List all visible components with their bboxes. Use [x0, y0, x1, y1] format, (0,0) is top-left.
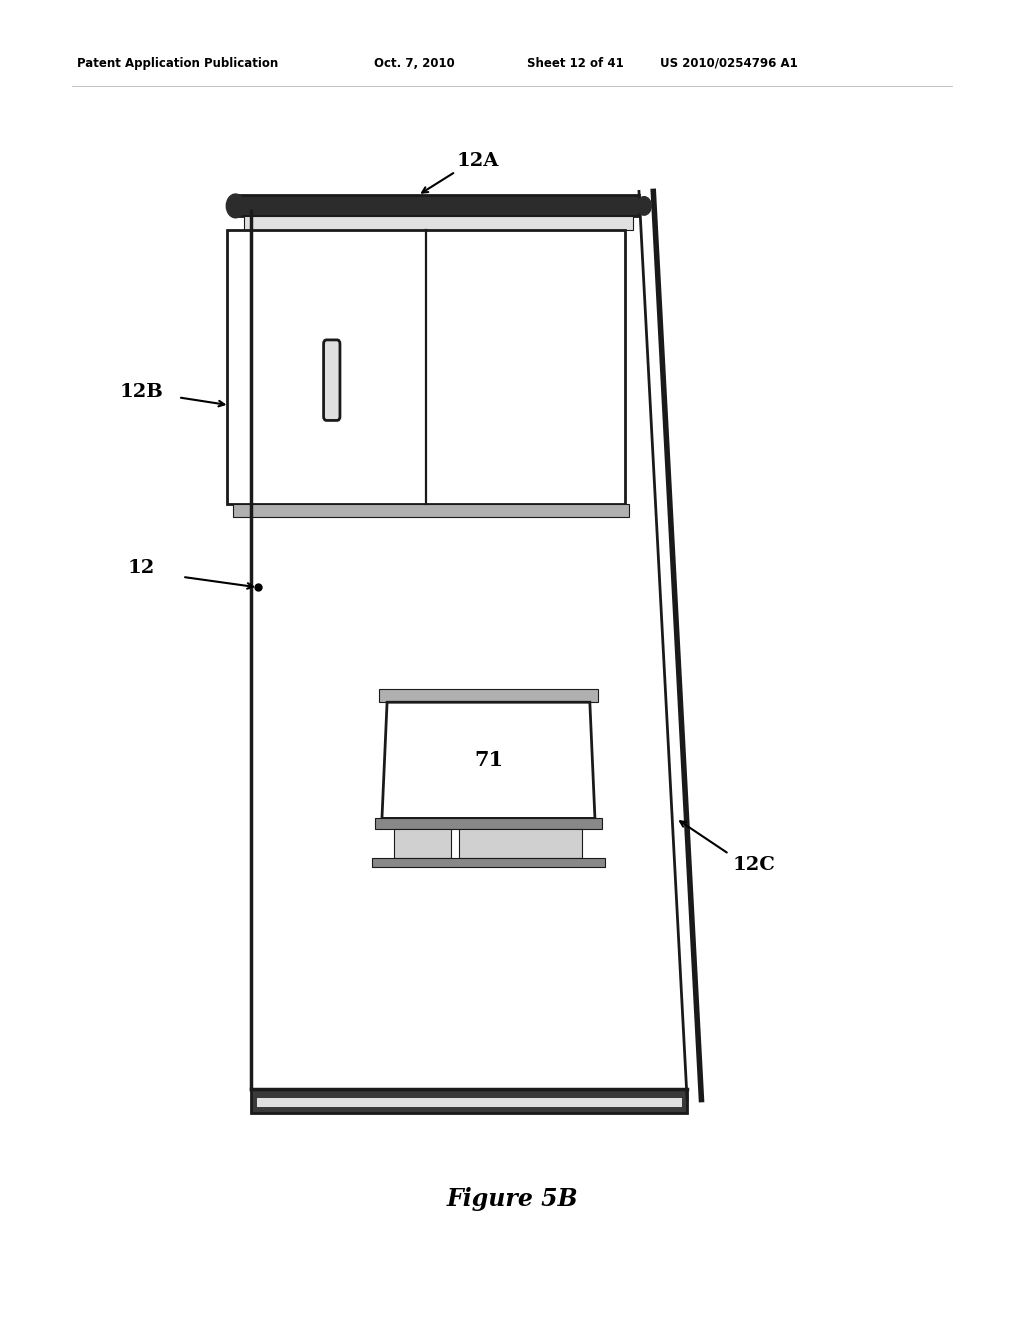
Text: Oct. 7, 2010: Oct. 7, 2010: [374, 57, 455, 70]
Bar: [256, 1097, 682, 1107]
Text: Patent Application Publication: Patent Application Publication: [77, 57, 279, 70]
Text: 71: 71: [474, 750, 503, 771]
Bar: [233, 504, 629, 517]
Circle shape: [637, 197, 651, 215]
Text: 12B: 12B: [120, 383, 163, 401]
Text: Sheet 12 of 41: Sheet 12 of 41: [527, 57, 624, 70]
Bar: [251, 1089, 687, 1113]
Circle shape: [226, 194, 245, 218]
Text: 12: 12: [128, 558, 155, 577]
Polygon shape: [382, 702, 595, 818]
Bar: [379, 689, 598, 702]
Bar: [375, 818, 602, 829]
Bar: [238, 195, 639, 216]
FancyBboxPatch shape: [324, 341, 340, 420]
Text: US 2010/0254796 A1: US 2010/0254796 A1: [660, 57, 799, 70]
Bar: [244, 216, 633, 230]
Text: 12A: 12A: [457, 152, 500, 170]
Bar: [459, 829, 582, 858]
Text: Figure 5B: Figure 5B: [446, 1187, 578, 1210]
Bar: [394, 829, 451, 858]
Text: 12C: 12C: [732, 855, 775, 874]
Bar: [227, 230, 625, 504]
Bar: [372, 858, 605, 867]
